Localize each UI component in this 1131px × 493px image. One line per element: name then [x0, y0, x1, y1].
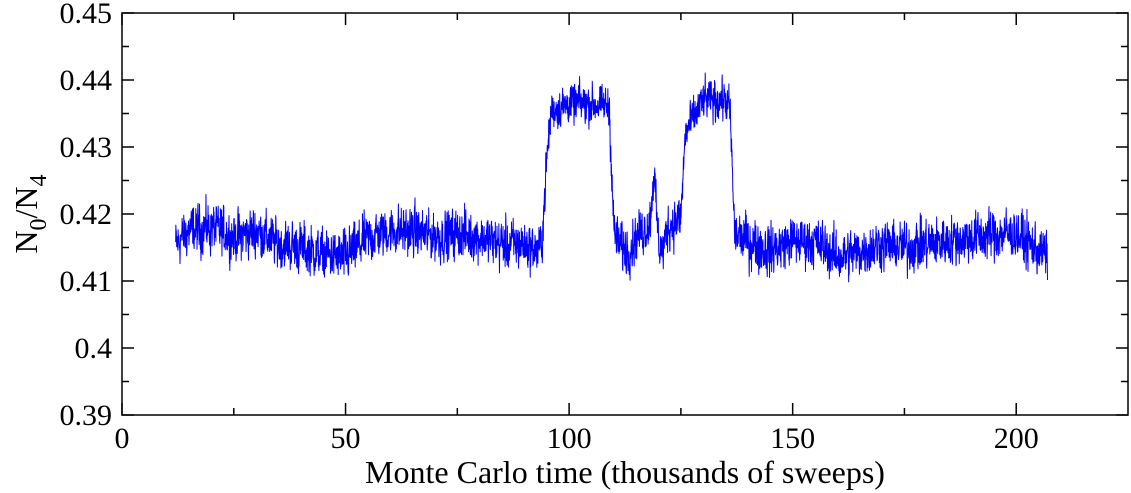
plot-area — [121, 12, 1129, 416]
x-tick-label: 150 — [770, 422, 815, 455]
y-tick-label: 0.41 — [60, 265, 113, 298]
y-tick-label: 0.4 — [75, 332, 113, 365]
y-tick-label: 0.44 — [60, 64, 113, 97]
x-tick-label: 100 — [547, 422, 592, 455]
ticks-layer — [121, 12, 1128, 416]
x-tick-label: 200 — [994, 422, 1039, 455]
y-tick-label: 0.45 — [60, 0, 113, 30]
x-tick-label: 50 — [331, 422, 361, 455]
y-axis-label: N0/N4 — [8, 174, 52, 253]
y-label-sub4: 4 — [26, 174, 52, 186]
series-line — [175, 72, 1049, 283]
tick-labels: 0 50 100 150 200 0.39 0.4 0.41 0.42 0.43 0.44 0.45 — [60, 0, 1039, 455]
y-label-n0: N — [8, 230, 44, 253]
series-layer — [175, 72, 1049, 283]
y-tick-label: 0.39 — [60, 399, 113, 432]
y-tick-label: 0.42 — [60, 198, 113, 231]
y-label-sub0: 0 — [26, 218, 52, 230]
y-tick-label: 0.43 — [60, 131, 113, 164]
y-label-slash: / — [8, 209, 44, 218]
x-tick-label: 0 — [115, 422, 130, 455]
x-axis-label: Monte Carlo time (thousands of sweeps) — [365, 454, 885, 490]
y-label-n4: N — [8, 186, 44, 209]
plot-frame — [121, 12, 1129, 416]
